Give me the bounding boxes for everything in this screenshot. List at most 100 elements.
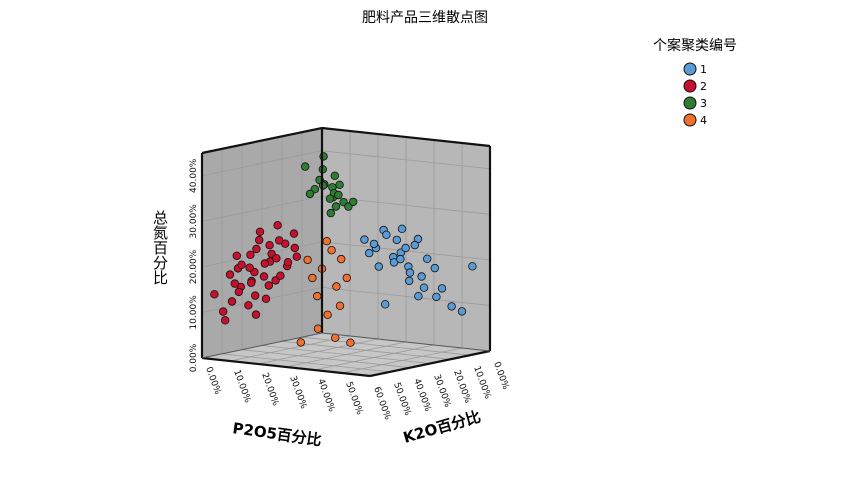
data-point-cluster-2 <box>283 258 293 267</box>
data-point-cluster-2 <box>234 287 243 297</box>
data-point-cluster-1 <box>392 235 401 245</box>
plot-frame <box>200 126 492 378</box>
data-point-cluster-2 <box>265 240 274 250</box>
data-point-cluster-1 <box>447 302 456 311</box>
data-point-cluster-1 <box>405 268 415 277</box>
frame-edge-floor-front-y <box>369 349 491 378</box>
data-point-cluster-1 <box>430 263 439 273</box>
frame-edge-floor-back-x <box>201 332 323 359</box>
data-point-cluster-2 <box>273 221 282 230</box>
data-point-cluster-2 <box>259 272 269 281</box>
data-point-cluster-1 <box>417 272 426 281</box>
data-point-cluster-4 <box>332 282 341 291</box>
y-tick-label: 40.00% <box>315 378 336 414</box>
data-point-cluster-2 <box>255 227 265 236</box>
y-axis-title: K2O百分比 <box>401 408 483 447</box>
plot-box <box>202 128 490 376</box>
y-tick-label: 50.00% <box>343 381 364 417</box>
data-point-cluster-3 <box>334 190 343 200</box>
data-point-cluster-3 <box>349 197 358 207</box>
x-tick-label: 60.00% <box>371 386 392 422</box>
data-point-cluster-2 <box>225 270 235 279</box>
data-point-cluster-2 <box>292 252 301 261</box>
data-point-cluster-1 <box>360 235 369 244</box>
grid-line-y-floor <box>313 344 435 371</box>
data-point-cluster-2 <box>232 251 241 260</box>
legend-title: 个案聚类编号 <box>653 37 737 54</box>
data-point-cluster-3 <box>305 189 315 199</box>
data-point-cluster-1 <box>401 243 410 253</box>
data-point-cluster-2 <box>220 316 230 325</box>
frame-edge-floor-front-x <box>201 356 371 378</box>
data-point-cluster-2 <box>290 243 299 253</box>
data-point-cluster-1 <box>423 254 432 263</box>
legend-swatch-4 <box>683 113 697 127</box>
data-point-cluster-4 <box>346 338 355 347</box>
data-point-cluster-3 <box>319 181 328 190</box>
legend-label-1: 1 <box>700 63 707 76</box>
grid-line-y-floor <box>257 338 379 365</box>
data-point-cluster-1 <box>389 258 399 267</box>
data-point-cluster-2 <box>260 259 269 268</box>
data-point-cluster-2 <box>227 297 237 306</box>
z-axis-title: 总氮百分比 <box>151 210 169 285</box>
data-point-cluster-1 <box>468 262 477 271</box>
data-point-cluster-4 <box>313 291 322 301</box>
data-point-cluster-2 <box>275 236 284 245</box>
data-point-cluster-4 <box>323 310 332 319</box>
data-point-cluster-2 <box>255 235 264 245</box>
data-point-cluster-1 <box>405 276 414 286</box>
data-point-cluster-4 <box>342 273 351 283</box>
data-point-cluster-2 <box>272 254 281 263</box>
data-point-cluster-2 <box>264 281 273 290</box>
frame-edge-top-left <box>201 126 323 155</box>
data-point-cluster-3 <box>331 202 341 211</box>
z-tick-label: 0.00% <box>189 343 199 372</box>
data-point-cluster-4 <box>322 236 331 246</box>
legend-label-2: 2 <box>700 80 707 93</box>
data-point-cluster-1 <box>419 283 429 292</box>
legend-label-3: 3 <box>700 97 707 110</box>
data-point-cluster-1 <box>382 230 391 239</box>
z-tick-label: 40.00% <box>189 158 199 193</box>
data-point-cluster-2 <box>230 279 239 288</box>
data-point-cluster-1 <box>457 307 467 316</box>
data-point-cluster-3 <box>325 194 335 203</box>
data-point-cluster-4 <box>327 245 336 255</box>
x-tick-label: 10.00% <box>471 365 492 401</box>
data-point-cluster-3 <box>335 180 344 189</box>
data-point-cluster-4 <box>303 255 312 265</box>
legend-swatch-3 <box>683 96 697 110</box>
x-tick-label: 0.00% <box>491 361 510 392</box>
data-point-cluster-2 <box>245 263 254 272</box>
data-point-cluster-2 <box>218 307 228 316</box>
data-point-cluster-2 <box>252 244 261 254</box>
data-point-cluster-4 <box>296 338 305 347</box>
data-point-cluster-4 <box>308 273 317 283</box>
grid-line-y-floor <box>341 347 463 374</box>
y-tick-label: 30.00% <box>287 375 308 411</box>
data-point-cluster-1 <box>381 300 390 309</box>
legend: 个案聚类编号 1 2 3 4 <box>653 37 737 127</box>
y-tick-label: 20.00% <box>259 372 280 408</box>
y-tick-label: 10.00% <box>231 369 252 405</box>
legend-label-4: 4 <box>700 114 707 127</box>
data-point-cluster-2 <box>210 290 219 299</box>
data-point-cluster-4 <box>337 254 346 264</box>
data-point-cluster-3 <box>330 171 339 180</box>
x-tick-label: 40.00% <box>411 377 432 413</box>
data-point-cluster-2 <box>244 301 253 310</box>
data-point-cluster-2 <box>250 291 260 300</box>
x-tick-label: 20.00% <box>451 369 472 405</box>
x-axis-title: P2O5百分比 <box>231 419 322 449</box>
x-tick-label: 30.00% <box>431 373 452 409</box>
legend-swatch-1 <box>683 62 697 76</box>
data-point-cluster-1 <box>369 239 379 249</box>
data-point-cluster-1 <box>365 248 374 258</box>
data-point-cluster-2 <box>246 278 256 287</box>
data-point-cluster-2 <box>251 310 261 319</box>
data-point-cluster-4 <box>313 324 323 333</box>
data-point-cluster-1 <box>374 262 383 271</box>
data-point-cluster-1 <box>396 254 405 264</box>
